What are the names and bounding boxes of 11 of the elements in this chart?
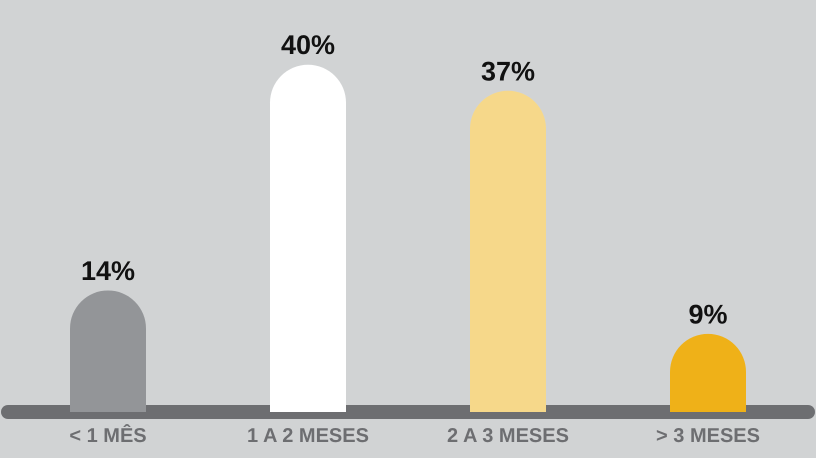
x-tick-label: > 3 MESES xyxy=(656,425,760,447)
x-tick-label: < 1 MÊS xyxy=(69,424,147,447)
bar xyxy=(70,290,146,412)
bar xyxy=(270,64,346,412)
data-label: 40% xyxy=(280,30,336,60)
data-label: 14% xyxy=(80,256,136,286)
data-label: 9% xyxy=(688,299,728,330)
data-label: 37% xyxy=(480,56,536,86)
x-tick-label: 2 A 3 MESES xyxy=(447,425,569,447)
x-tick-label: 1 A 2 MESES xyxy=(247,425,369,447)
bar xyxy=(470,90,546,412)
